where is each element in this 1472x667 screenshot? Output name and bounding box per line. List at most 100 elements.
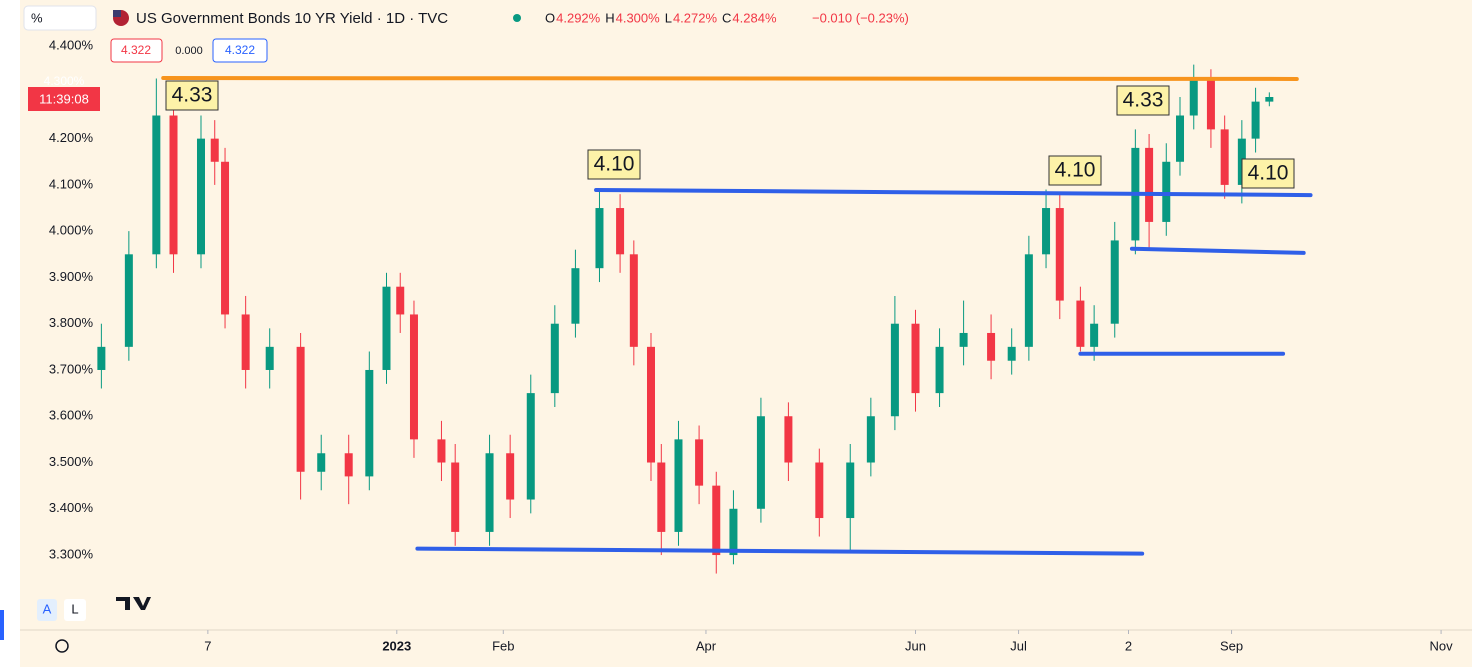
- x-tick-label: Feb: [492, 638, 514, 653]
- candle-body: [1251, 101, 1260, 139]
- candle-body: [365, 369, 374, 477]
- y-tick-label: 4.200%: [49, 130, 94, 145]
- x-tick-label: Sep: [1220, 638, 1243, 653]
- bid: 4.322: [121, 43, 151, 57]
- ask: 4.322: [225, 43, 255, 57]
- x-tick-label: 2023: [382, 638, 411, 653]
- candle-body: [846, 462, 855, 519]
- candle-body: [1189, 78, 1198, 116]
- candle-body: [935, 346, 944, 394]
- candle-body: [616, 208, 625, 255]
- spread: 0.000: [175, 45, 203, 57]
- candle-body: [97, 346, 106, 370]
- candle-body: [1090, 323, 1099, 347]
- ask-box[interactable]: [212, 38, 268, 63]
- candle-body: [451, 462, 460, 532]
- candle-body: [437, 439, 446, 463]
- annotation-box: [1048, 155, 1102, 186]
- candle-body: [1265, 96, 1274, 102]
- annotation-box: [587, 149, 641, 180]
- status-dot: [513, 14, 521, 22]
- annotation-box: [1116, 85, 1170, 116]
- candle-body: [911, 323, 920, 394]
- y-tick-label: 4.000%: [49, 223, 94, 238]
- candle-body: [674, 439, 683, 532]
- plot: 3.300% 3.400% 3.500% 3.600% 3.700% 3.800% 3.90…: [49, 38, 1453, 654]
- candle-body: [1110, 240, 1119, 324]
- candle-body: [296, 346, 305, 472]
- candle-body: [169, 115, 178, 255]
- countdown: 11:39:08: [39, 91, 89, 106]
- annotation-box: [165, 80, 219, 111]
- unit-box[interactable]: [23, 5, 97, 31]
- ohlc-value: 4.284%: [732, 10, 777, 25]
- left-toolbar: [0, 0, 20, 667]
- candle-body: [695, 439, 704, 486]
- candle-body: [1176, 115, 1185, 162]
- candle-body: [890, 323, 899, 417]
- x-tick-label: Nov: [1430, 638, 1454, 653]
- y-tick-label: 3.800%: [49, 315, 94, 330]
- candle-body: [1055, 208, 1064, 301]
- x-tick-label: Jul: [1010, 638, 1027, 653]
- ohlc-legend: O 4.292% H 4.300% L 4.272% C 4.284%: [545, 10, 777, 25]
- log-button[interactable]: [64, 599, 86, 621]
- level-line: [161, 76, 1299, 81]
- candle-body: [987, 332, 996, 361]
- candle-body: [550, 323, 559, 394]
- candle-body: [595, 208, 604, 269]
- candle-body: [382, 286, 391, 370]
- y-tick-label: 3.400%: [49, 500, 94, 515]
- last-price: 4.300%: [44, 74, 85, 88]
- auto-button[interactable]: [37, 599, 57, 621]
- candle-body: [729, 508, 738, 556]
- level-line: [594, 187, 1313, 198]
- candle-body: [712, 485, 721, 556]
- symbol-title: US Government Bonds 10 YR Yield · 1D · T…: [136, 10, 448, 27]
- candle-body: [1076, 300, 1085, 347]
- candle-body: [815, 462, 824, 519]
- bid-box[interactable]: [110, 38, 163, 63]
- candle-body: [210, 138, 219, 162]
- price-label-box: [28, 87, 100, 111]
- annotation-box: [1241, 158, 1295, 189]
- y-tick-label: 3.500%: [49, 454, 94, 469]
- log-label: L: [71, 601, 78, 616]
- ohlc-key: C: [722, 10, 731, 25]
- ohlc-value: 4.272%: [673, 10, 718, 25]
- candle-body: [526, 393, 535, 500]
- candle-body: [317, 453, 326, 472]
- candle-body: [1007, 346, 1016, 361]
- y-tick-label: 3.600%: [49, 408, 94, 423]
- ohlc-key: O: [545, 10, 555, 25]
- toolbar-indicator: [0, 610, 4, 640]
- level-line: [415, 546, 1145, 556]
- candle-body: [241, 314, 250, 370]
- candle-body: [221, 161, 230, 315]
- ohlc-key: H: [605, 10, 614, 25]
- logo: [116, 597, 151, 610]
- x-tick-label: Jun: [905, 638, 926, 653]
- y-tick-label: 3.300%: [49, 546, 94, 561]
- candle-body: [124, 254, 133, 347]
- auto-label: A: [43, 601, 52, 616]
- y-tick-label: 3.700%: [49, 361, 94, 376]
- candle-body: [196, 138, 205, 255]
- candle-body: [646, 346, 655, 463]
- candle-body: [571, 268, 580, 324]
- candle-body: [265, 346, 274, 370]
- candle-body: [1042, 208, 1051, 255]
- candle-body: [1162, 161, 1171, 222]
- candle-body: [396, 286, 405, 315]
- ohlc-value: 4.300%: [616, 10, 661, 25]
- annotation: 4.33: [1123, 89, 1164, 112]
- y-tick-label: 4.400%: [49, 38, 94, 53]
- unit: %: [31, 10, 43, 25]
- candle-body: [152, 115, 161, 255]
- annotation: 4.10: [594, 153, 635, 176]
- candle-body: [1206, 78, 1215, 130]
- settings-icon[interactable]: [55, 639, 69, 653]
- x-tick-label: 7: [204, 638, 211, 653]
